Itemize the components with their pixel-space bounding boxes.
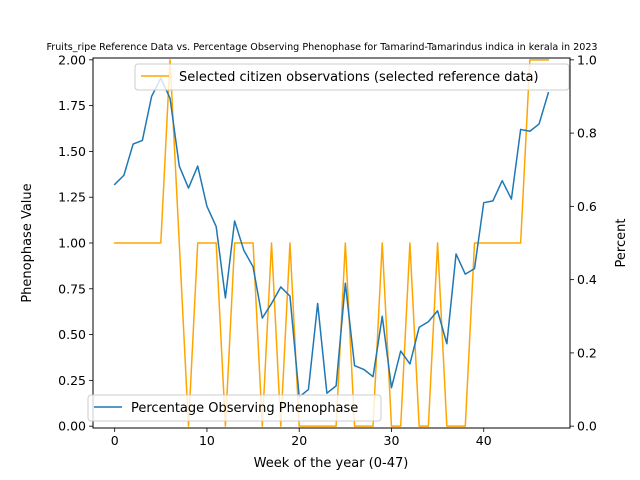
plot-lines [113,59,550,427]
right-tick-label: 0.4 [577,272,597,287]
left-tick-label: 0.25 [58,373,86,388]
right-tick-label: 0.0 [577,419,597,434]
left-tick-label: 0.50 [58,327,86,342]
legend-box [134,63,570,91]
left-axis-label: Phenophase Value [20,183,35,302]
x-tick-label: 40 [476,433,492,448]
right-axis-ticks: 0.0 0.2 0.4 0.6 0.8 1.0 [570,52,597,434]
left-tick-label: 1.25 [58,190,86,205]
chart-title: Fruits_ripe Reference Data vs. Percentag… [46,42,597,53]
legend-lower-left: Percentage Observing Phenophase [87,394,382,422]
right-tick-label: 0.6 [577,199,597,214]
x-tick-label: 30 [384,433,400,448]
x-tick-label: 10 [199,433,215,448]
x-tick-label: 20 [291,433,307,448]
left-tick-label: 0.00 [58,419,86,434]
left-tick-label: 2.00 [58,52,86,67]
series-line-reference [113,59,550,427]
left-tick-label: 1.00 [58,236,86,251]
right-tick-label: 1.0 [577,52,597,67]
series-line-percentage [113,77,550,398]
left-tick-label: 0.75 [58,281,86,296]
legend-label-blue: Percentage Observing Phenophase [131,401,358,416]
x-axis-ticks: 0 10 20 30 40 [111,428,492,448]
legend-label-orange: Selected citizen observations (selected … [179,70,539,85]
legend-box [87,394,382,422]
left-tick-label: 1.75 [58,98,86,113]
x-axis-label: Week of the year (0-47) [254,456,409,471]
x-tick-label: 0 [111,433,119,448]
right-tick-label: 0.2 [577,345,597,360]
right-tick-label: 0.8 [577,126,597,141]
left-tick-label: 1.50 [58,144,86,159]
left-axis-ticks: 0.00 0.25 0.50 0.75 1.00 1.25 1.50 1.75 2.00 [58,52,93,434]
legend-upper-right: Selected citizen observations (selected … [134,63,570,91]
right-axis-label: Percent [614,219,629,268]
